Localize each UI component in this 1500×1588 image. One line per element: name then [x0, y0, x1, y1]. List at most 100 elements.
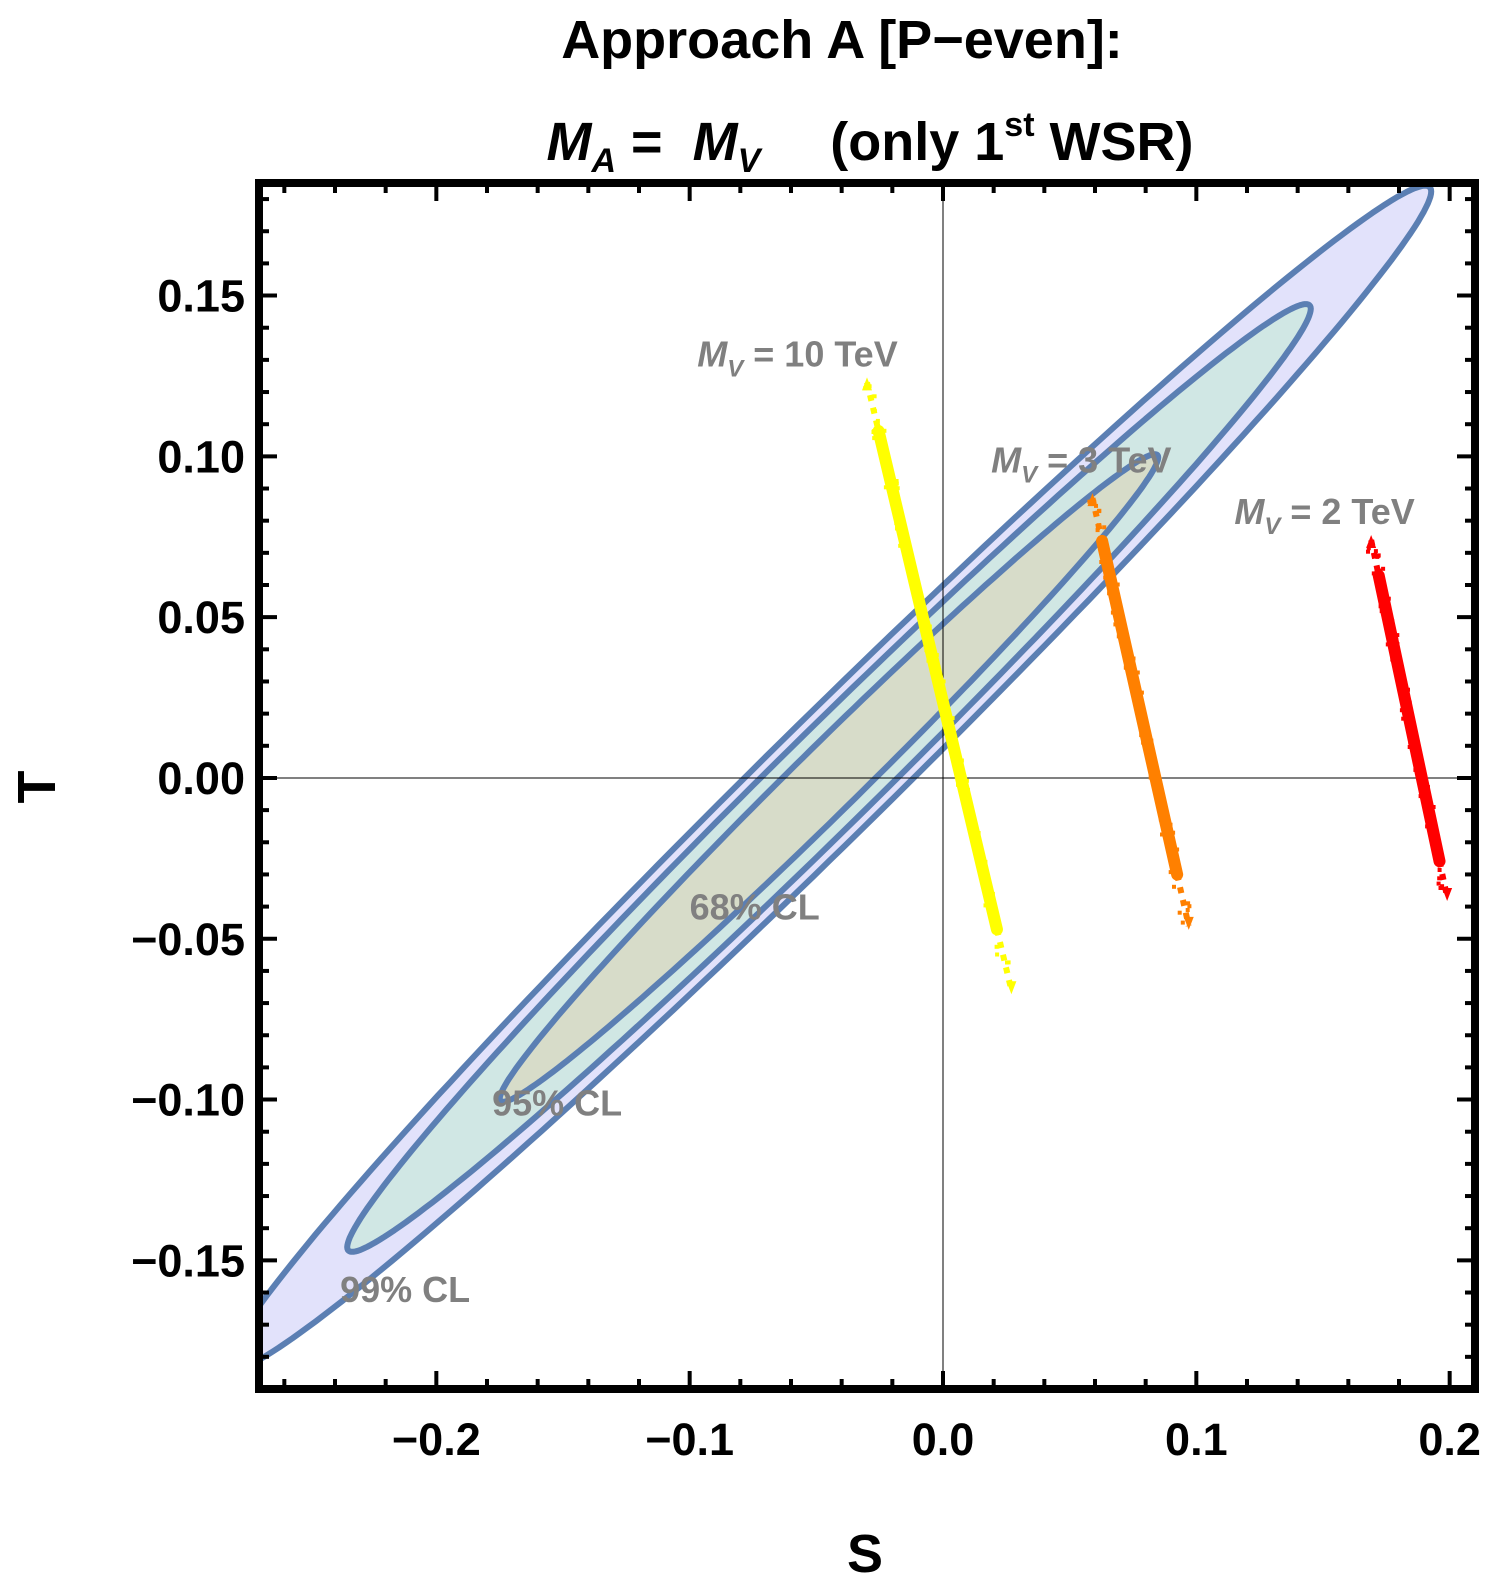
series-point — [1168, 870, 1173, 875]
series-point — [1366, 546, 1371, 551]
series-point — [1177, 910, 1182, 915]
series-point — [938, 707, 943, 712]
series-point — [964, 778, 969, 783]
series-point — [1401, 716, 1406, 721]
series-point — [1410, 724, 1415, 729]
series-point — [902, 554, 907, 559]
series-point — [1394, 647, 1399, 652]
series-point — [872, 409, 877, 414]
series-point — [1380, 576, 1385, 580]
series-point — [1427, 810, 1432, 815]
series-point — [1366, 549, 1370, 554]
series-point — [1131, 656, 1136, 661]
series-point — [1155, 782, 1160, 787]
series-point — [936, 665, 941, 670]
series-point — [1103, 550, 1108, 555]
series-point — [1440, 884, 1445, 889]
series-point — [925, 635, 929, 640]
series-point — [1162, 823, 1167, 827]
series-point — [1380, 590, 1385, 595]
series-point — [1175, 847, 1180, 852]
series-point — [1132, 690, 1137, 695]
series-point — [1134, 682, 1138, 687]
series-point — [1187, 904, 1192, 909]
series-label-symbol: M — [1234, 491, 1265, 532]
series-point — [961, 794, 966, 799]
title-paren-open: (only 1 — [830, 112, 1004, 172]
series-end-marker — [1442, 887, 1453, 901]
chart-title-line2: MA = MV (only 1st WSR) — [547, 106, 1194, 180]
series-end-marker — [1183, 916, 1194, 930]
series-point — [1103, 575, 1108, 580]
series-point — [976, 831, 981, 835]
series-start-marker — [1366, 534, 1377, 548]
series-point — [1138, 703, 1143, 708]
x-tick-label: 0.1 — [1165, 1414, 1228, 1465]
series-point — [950, 737, 955, 742]
series-label-subscript: V — [1264, 513, 1282, 540]
series-point — [956, 782, 960, 787]
series-point — [1407, 700, 1412, 705]
series-point — [1139, 690, 1144, 695]
series-point — [1381, 566, 1386, 571]
x-tick-label: 0.2 — [1418, 1414, 1481, 1465]
series-point — [1426, 785, 1430, 790]
series-point — [934, 653, 939, 657]
series-point — [1436, 881, 1441, 886]
series-point — [995, 952, 1000, 957]
series-point — [1130, 678, 1134, 683]
series-point — [883, 453, 888, 458]
series-point — [1124, 662, 1129, 667]
series-point — [935, 678, 940, 683]
series-label-value: = 3 TeV — [1037, 439, 1171, 480]
series-point — [882, 428, 887, 433]
series-point — [941, 679, 946, 684]
series-point — [895, 486, 900, 491]
contour-label-1: 99% CL — [340, 1269, 470, 1310]
series-point — [946, 712, 950, 717]
x-axis-label: S — [847, 1524, 883, 1584]
series-point — [1139, 733, 1144, 738]
series-point — [1099, 560, 1104, 564]
series-label-1: MV = 10 TeV — [697, 333, 897, 382]
series-point — [1399, 708, 1404, 713]
series-point — [883, 485, 888, 490]
series-point — [1110, 610, 1115, 615]
series-point — [1116, 634, 1121, 639]
series-point — [928, 649, 933, 654]
series-point — [1406, 687, 1410, 692]
series-point — [1138, 725, 1143, 730]
series-point — [950, 716, 955, 721]
series-point — [1135, 692, 1140, 697]
series-point — [1158, 817, 1163, 822]
series-point — [884, 449, 889, 454]
series-point — [1390, 657, 1395, 662]
x-tick-label: 0.0 — [912, 1414, 975, 1465]
title-equals: = — [616, 112, 693, 172]
plot-area — [259, 183, 1475, 1389]
series-point — [953, 746, 958, 751]
series-point — [1407, 721, 1412, 726]
series-point — [1113, 622, 1118, 627]
series-point — [1097, 509, 1102, 514]
series-point — [1101, 546, 1106, 551]
series-point — [959, 758, 964, 763]
series-point — [1410, 729, 1415, 734]
series-point — [1156, 778, 1161, 783]
series-point — [1384, 607, 1389, 612]
title-lhs-subscript: A — [590, 142, 616, 180]
series-point — [1147, 757, 1152, 761]
series-point — [1095, 526, 1100, 530]
y-tick-label: 0.10 — [157, 431, 245, 482]
series-point — [1417, 747, 1422, 752]
series-point — [1112, 579, 1117, 584]
contour-label-2: 95% CL — [492, 1083, 622, 1124]
series-point — [872, 394, 877, 399]
series-point — [1102, 525, 1107, 530]
series-point — [1437, 845, 1442, 850]
series-point — [1141, 740, 1146, 745]
series-point — [879, 457, 884, 462]
series-point — [932, 650, 937, 655]
series-point — [1426, 817, 1430, 822]
